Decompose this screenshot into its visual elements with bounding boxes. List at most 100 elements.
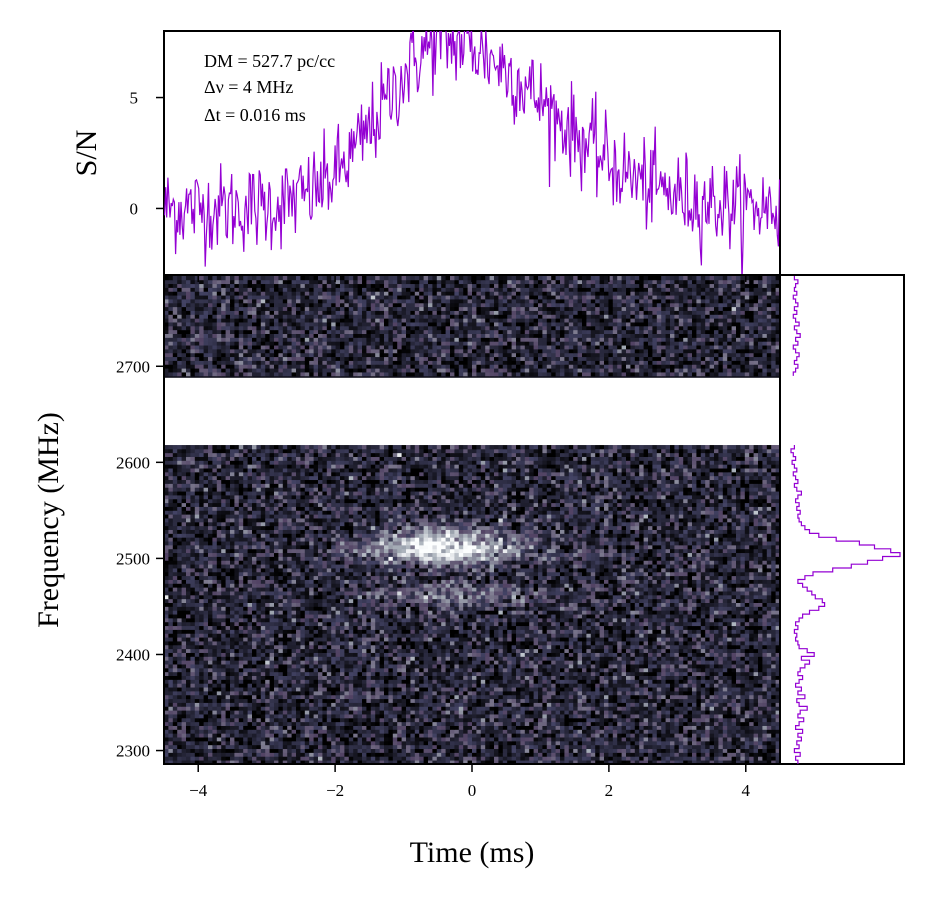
waterfall-cell [384, 625, 389, 630]
waterfall-cell [736, 648, 741, 653]
waterfall-cell [313, 667, 319, 673]
waterfall-cell [634, 656, 640, 661]
waterfall-cell [423, 698, 429, 703]
waterfall-cell [274, 748, 279, 753]
waterfall-cell [599, 667, 605, 673]
waterfall-cell [445, 683, 451, 688]
waterfall-cell [304, 648, 310, 653]
waterfall-cell [441, 648, 446, 653]
waterfall-cell [652, 664, 658, 669]
waterfall-cell [674, 652, 680, 657]
waterfall-cell [300, 760, 306, 764]
waterfall-cell [322, 760, 328, 764]
waterfall-cell [626, 671, 631, 677]
waterfall-cell [274, 752, 279, 757]
waterfall-cell [300, 641, 306, 646]
waterfall-cell [652, 737, 658, 742]
waterfall-cell [502, 664, 508, 669]
waterfall-cell [326, 698, 332, 703]
waterfall-cell [705, 656, 710, 661]
waterfall-cell [265, 687, 270, 692]
waterfall-cell [753, 702, 759, 707]
waterfall-cell [344, 679, 350, 684]
waterfall-cell [595, 710, 600, 715]
waterfall-cell [762, 744, 768, 750]
waterfall-cell [753, 637, 759, 642]
waterfall-cell [212, 714, 218, 719]
waterfall-cell [705, 710, 710, 715]
waterfall-cell [648, 714, 653, 719]
waterfall-cell [467, 683, 473, 688]
waterfall-cell [542, 706, 548, 711]
waterfall-cell [731, 694, 737, 700]
waterfall-cell [714, 652, 719, 657]
waterfall-cell [696, 687, 702, 692]
waterfall-cell [568, 664, 574, 669]
waterfall-cell [287, 675, 292, 680]
waterfall-cell [472, 729, 477, 734]
waterfall-cell [322, 752, 328, 757]
waterfall-cell [304, 721, 310, 726]
waterfall-cell [749, 671, 754, 677]
waterfall-cell [186, 714, 191, 719]
waterfall-cell [727, 740, 732, 746]
waterfall-cell [749, 683, 754, 688]
waterfall-cell [423, 714, 429, 719]
waterfall-cell [771, 687, 776, 692]
waterfall-cell [538, 694, 543, 700]
waterfall-cell [568, 737, 574, 742]
waterfall-cell [529, 760, 534, 764]
waterfall-cell [749, 752, 754, 757]
waterfall-cell [678, 714, 684, 719]
waterfall-cell [181, 748, 187, 753]
waterfall-cell [216, 698, 222, 703]
waterfall-cell [177, 652, 182, 657]
waterfall-cell [203, 740, 209, 746]
waterfall-cell [630, 644, 636, 650]
waterfall-cell [362, 648, 367, 653]
waterfall-cell [736, 629, 741, 634]
waterfall-cell [489, 671, 495, 677]
waterfall-cell [362, 737, 367, 742]
waterfall-cell [692, 690, 697, 696]
waterfall-cell [274, 637, 279, 642]
waterfall-cell [661, 652, 666, 657]
waterfall-cell [410, 698, 416, 703]
waterfall-cell [502, 637, 508, 642]
waterfall-cell [727, 721, 732, 726]
waterfall-cell [238, 694, 244, 700]
waterfall-cell [252, 740, 257, 746]
waterfall-cell [450, 698, 455, 703]
waterfall-cell [524, 667, 530, 673]
waterfall-cell [714, 710, 719, 715]
waterfall-cell [555, 648, 561, 653]
waterfall-cell [705, 760, 710, 764]
waterfall-cell [538, 664, 543, 669]
waterfall-cell [216, 714, 222, 719]
waterfall-cell [705, 683, 710, 688]
waterfall-cell [498, 740, 504, 746]
waterfall-cell [467, 633, 473, 638]
waterfall-cell [164, 698, 169, 703]
waterfall-cell [709, 648, 715, 653]
waterfall-cell [203, 667, 209, 673]
waterfall-cell [740, 710, 746, 715]
waterfall-cell [410, 706, 416, 711]
waterfall-cell [731, 671, 737, 677]
waterfall-cell [362, 625, 367, 630]
waterfall-cell [586, 760, 592, 764]
waterfall-cell [181, 698, 187, 703]
waterfall-cell [551, 664, 556, 669]
waterfall-cell [331, 702, 336, 707]
waterfall-cell [507, 729, 512, 734]
waterfall-cell [498, 752, 504, 757]
waterfall-cell [406, 694, 411, 700]
waterfall-cell [762, 667, 768, 673]
waterfall-cell [168, 721, 174, 726]
waterfall-cell [705, 694, 710, 700]
waterfall-cell [454, 683, 460, 688]
waterfall-cell [507, 740, 512, 746]
waterfall-cell [520, 675, 526, 680]
waterfall-cell [533, 641, 539, 646]
waterfall-cell [458, 733, 464, 738]
